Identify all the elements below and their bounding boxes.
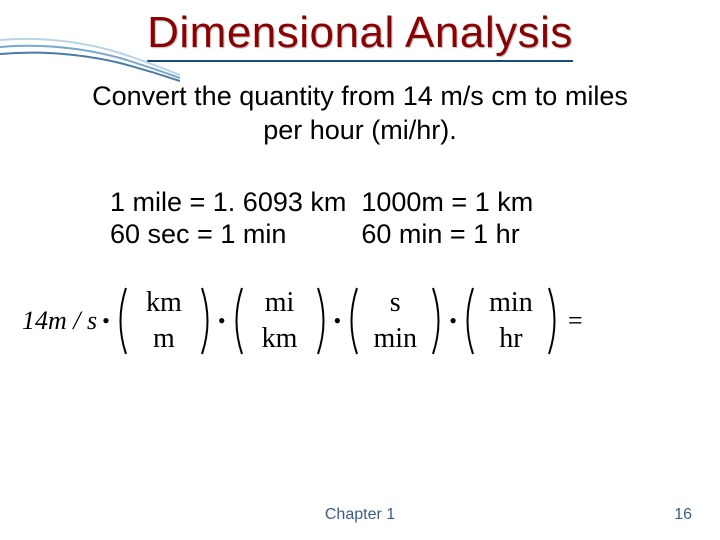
fraction-denominator: m [153, 321, 175, 357]
fraction-numerator: s [390, 285, 401, 321]
conversion-line-1: 1 mile = 1. 6093 km 1000m = 1 km [110, 186, 620, 218]
fraction-numerator: mi [265, 285, 295, 321]
fraction: kmm [129, 286, 199, 356]
fraction-group: mikm [229, 286, 331, 356]
equation-container: 14m / s • kmm•mikm•smin•minhr = [0, 286, 720, 356]
fraction: smin [360, 286, 430, 356]
bullet-dot: • [218, 308, 226, 334]
title-container: Dimensional Analysis [0, 0, 720, 62]
fraction-numerator: min [489, 285, 533, 321]
conversions-container: 1 mile = 1. 6093 km 1000m = 1 km 60 sec … [0, 186, 720, 251]
footer-chapter: Chapter 1 [325, 506, 395, 524]
bullet-dot: • [102, 308, 110, 334]
equation: 14m / s • kmm•mikm•smin•minhr = [22, 286, 720, 356]
fraction-denominator: min [373, 321, 417, 357]
fraction-numerator: km [146, 285, 182, 321]
bullet-dot: • [449, 308, 457, 334]
subtitle-container: Convert the quantity from 14 m/s cm to m… [0, 80, 720, 148]
fraction: minhr [476, 286, 546, 356]
footer-page-number: 16 [674, 506, 692, 524]
bullet-dot: • [334, 308, 342, 334]
subtitle-line-2: per hour (mi/hr). [30, 114, 690, 148]
fraction-group: minhr [460, 286, 562, 356]
conversion-line-2: 60 sec = 1 min 60 min = 1 hr [110, 218, 620, 250]
fraction: mikm [245, 286, 315, 356]
fraction-denominator: hr [499, 321, 522, 357]
fraction-denominator: km [262, 321, 298, 357]
equation-lhs: 14m / s [22, 306, 97, 336]
footer: Chapter 1 16 [0, 506, 720, 526]
fraction-group: smin [344, 286, 446, 356]
equals-sign: = [568, 306, 583, 336]
slide-title: Dimensional Analysis [147, 8, 573, 62]
fraction-group: kmm [113, 286, 215, 356]
subtitle-line-1: Convert the quantity from 14 m/s cm to m… [30, 80, 690, 114]
